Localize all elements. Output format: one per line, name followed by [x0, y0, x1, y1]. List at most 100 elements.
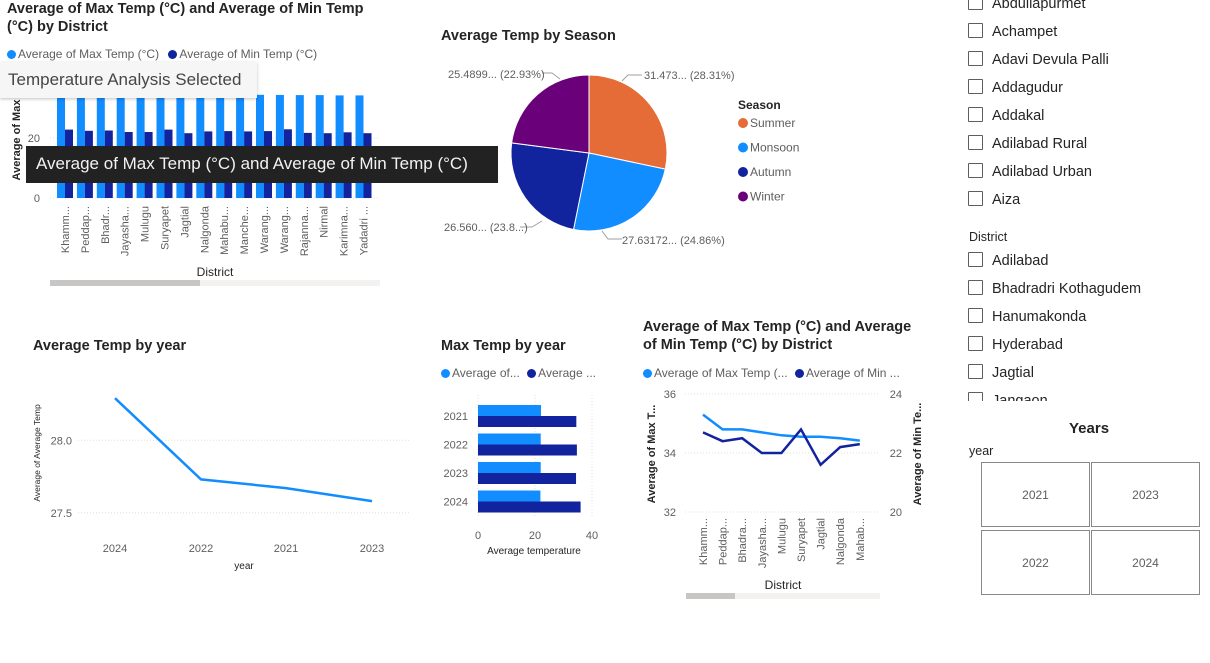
checkbox[interactable]	[968, 336, 983, 351]
bar-series-1	[478, 405, 541, 416]
y-tick-label: 0	[34, 193, 40, 205]
checkbox[interactable]	[968, 23, 983, 38]
slicer-item-label: Abdullapurmet	[992, 0, 1086, 12]
visual3-chart[interactable]: 28.0 27.5 2024 2022 2021 2023 year Average of A…	[0, 360, 420, 580]
checkbox[interactable]	[968, 364, 983, 379]
slicer-item-label: Aiza	[992, 192, 1021, 208]
y-tick-label: 27.5	[51, 508, 72, 520]
scrollbar-thumb	[50, 280, 200, 286]
x-tick-label: Peddap...	[80, 206, 92, 253]
x-tick-label: Manche...	[239, 206, 251, 254]
visual2-title: Average Temp by Season	[441, 28, 616, 44]
pie-slice-autumn	[510, 142, 590, 231]
x-tick-label: 40	[586, 530, 598, 542]
data-label: 25.4899... (22.93%)	[448, 69, 545, 81]
slicer-item[interactable]: Achampet	[968, 23, 1057, 43]
visual5-title: Average of Max Temp (°C) and Average of …	[643, 319, 912, 353]
slicer-item-label: Addakal	[992, 108, 1045, 124]
x-tick-label: Jagtial	[179, 206, 191, 238]
legend-dot	[738, 118, 748, 128]
legend-label: Autumn	[750, 165, 791, 179]
x-tick-label: Khamm...	[60, 206, 72, 253]
slicer-item[interactable]: Adilabad	[968, 252, 1048, 272]
leader-line	[542, 72, 561, 80]
bar-series-2	[478, 444, 577, 456]
leader-line	[621, 74, 642, 82]
legend-label: Winter	[750, 190, 785, 204]
x-tick-label: 2022	[189, 543, 213, 555]
x-tick-label: Warang...	[259, 206, 271, 253]
bar-series-1	[478, 433, 541, 445]
district-slicer-viewport[interactable]: Adilabad Bhadradri Kothagudem Hanumakonda H…	[0, 0, 1210, 401]
slicer-item-label: Bhadradri Kothagudem	[992, 281, 1142, 297]
visual2-chart[interactable]: 31.473... (28.31%) 27.63172... (24.86%) 26…	[420, 55, 820, 265]
y-axis-title-left: Average of Max T...	[646, 405, 658, 504]
legend-dot-max	[643, 369, 652, 378]
visual4-chart[interactable]: 0 20 40 2021 2022 2023 2024 Average temperature	[430, 385, 610, 565]
slicer-item[interactable]: Adavi Devula Palli	[968, 51, 1109, 71]
x-axis-title: year	[234, 561, 254, 572]
checkbox[interactable]	[968, 107, 983, 122]
slicer-item[interactable]: Adilabad Urban	[968, 163, 1092, 183]
pie-slice-summer	[588, 74, 668, 170]
slicer-item-label: Adavi Devula Palli	[992, 52, 1109, 68]
pie-slice-winter	[511, 74, 590, 154]
x-tick-label: Nalgonda	[835, 517, 847, 565]
legend-dot-min	[794, 369, 804, 378]
slicer-item[interactable]: Jangaon	[968, 392, 1048, 401]
x-axis-title: District	[765, 578, 802, 592]
checkbox[interactable]	[968, 135, 983, 150]
x-tick-label: Jayasha...	[757, 518, 769, 568]
checkbox[interactable]	[968, 252, 983, 267]
slicer-item[interactable]: Adilabad Rural	[968, 135, 1087, 155]
x-tick-label: Jagtial	[816, 518, 828, 550]
selection-tooltip: Temperature Analysis Selected	[0, 62, 257, 98]
legend-label: Monsoon	[750, 141, 799, 155]
years-slicer-title: Years	[1069, 420, 1110, 437]
bar-series-2	[478, 501, 581, 513]
x-tick-label: Mahab...	[855, 518, 867, 561]
slicer-item[interactable]: Bhadradri Kothagudem	[968, 280, 1141, 300]
bar-max	[57, 92, 65, 198]
slicer-item[interactable]: Addakal	[968, 107, 1044, 127]
header-tooltip: Average of Max Temp (°C) and Average of …	[26, 146, 498, 183]
year-tile-2024[interactable]: 2024	[1091, 530, 1200, 595]
slicer-item[interactable]: Jagtial	[968, 364, 1034, 384]
visual5-legend[interactable]: Average of Max Temp (... Average of Min …	[643, 366, 900, 380]
x-tick-label: 0	[475, 530, 481, 542]
x-tick-label: Warang...	[279, 206, 291, 253]
slicer-item-label: Adilabad	[992, 253, 1049, 269]
year-tile-2022[interactable]: 2022	[981, 530, 1090, 595]
visual4-legend[interactable]: Average of... Average ...	[441, 366, 596, 380]
bar-series-1	[478, 462, 541, 473]
slicer-item[interactable]: Abdullapurmet	[968, 0, 1086, 15]
year-tile-2021[interactable]: 2021	[981, 462, 1090, 527]
checkbox[interactable]	[968, 163, 983, 178]
checkbox[interactable]	[968, 280, 983, 295]
y-axis-title-right: Average of Min Te...	[912, 403, 924, 506]
slicer-item[interactable]: Aiza	[968, 191, 1020, 211]
line-series-max	[702, 413, 860, 442]
y-tick-label: 2023	[444, 468, 468, 480]
legend-label: Summer	[750, 116, 795, 130]
visual5-chart[interactable]: 36 34 32 24 22 20 Khamm... Peddap... Bhadra... Ja…	[640, 382, 940, 602]
checkbox[interactable]	[968, 392, 983, 401]
checkbox[interactable]	[968, 191, 983, 206]
slicer-item[interactable]: Hanumakonda	[968, 308, 1086, 328]
checkbox[interactable]	[968, 0, 983, 10]
checkbox[interactable]	[968, 79, 983, 94]
visual1-legend[interactable]: Average of Max Temp (°C) Average of Min …	[7, 47, 317, 61]
checkbox[interactable]	[968, 308, 983, 323]
x-tick-label: Rajanna...	[299, 206, 311, 256]
x-tick-label: Karimna...	[339, 206, 351, 256]
x-tick-label: 2023	[360, 543, 384, 555]
y-tick-label-left: 32	[664, 507, 676, 519]
pie-slice-monsoon	[572, 152, 666, 232]
year-tile-2023[interactable]: 2023	[1091, 462, 1200, 527]
checkbox[interactable]	[968, 51, 983, 66]
x-tick-label: Mulugu	[140, 206, 152, 242]
scrollbar-thumb	[686, 593, 735, 599]
slicer-item[interactable]: Hyderabad	[968, 336, 1063, 356]
slicer-item[interactable]: Addagudur	[968, 79, 1063, 99]
x-tick-label: Jayasha...	[120, 206, 132, 256]
